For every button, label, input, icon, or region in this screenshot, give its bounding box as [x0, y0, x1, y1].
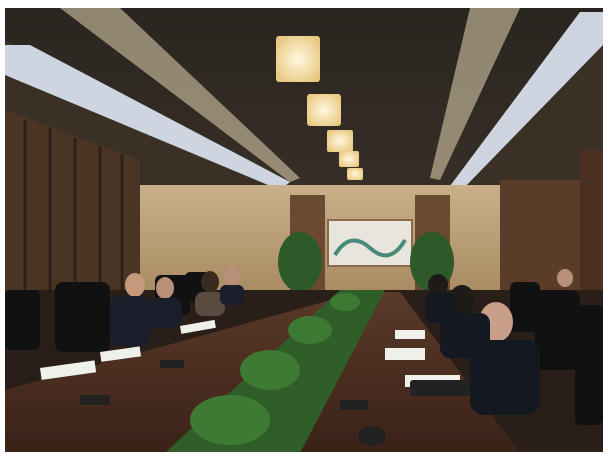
leaves [190, 293, 360, 445]
curtain-folds [23, 120, 124, 305]
light-cove [60, 8, 300, 182]
lamp [307, 94, 341, 126]
lamp [339, 151, 359, 167]
lamp [327, 130, 353, 152]
papers [39, 319, 460, 387]
chairs-right [510, 282, 603, 425]
scene [5, 8, 603, 453]
microphones [80, 360, 470, 446]
painting [327, 219, 413, 267]
people-left [110, 266, 244, 346]
side-panel [580, 150, 603, 300]
people-right [425, 269, 573, 415]
light-strip [5, 45, 290, 190]
light-cove [430, 8, 520, 180]
curtain-wall [5, 110, 140, 310]
lamp [347, 168, 363, 180]
lamp [276, 36, 320, 82]
plant [278, 232, 322, 292]
painting-art [333, 238, 407, 258]
light-strip [450, 12, 603, 192]
